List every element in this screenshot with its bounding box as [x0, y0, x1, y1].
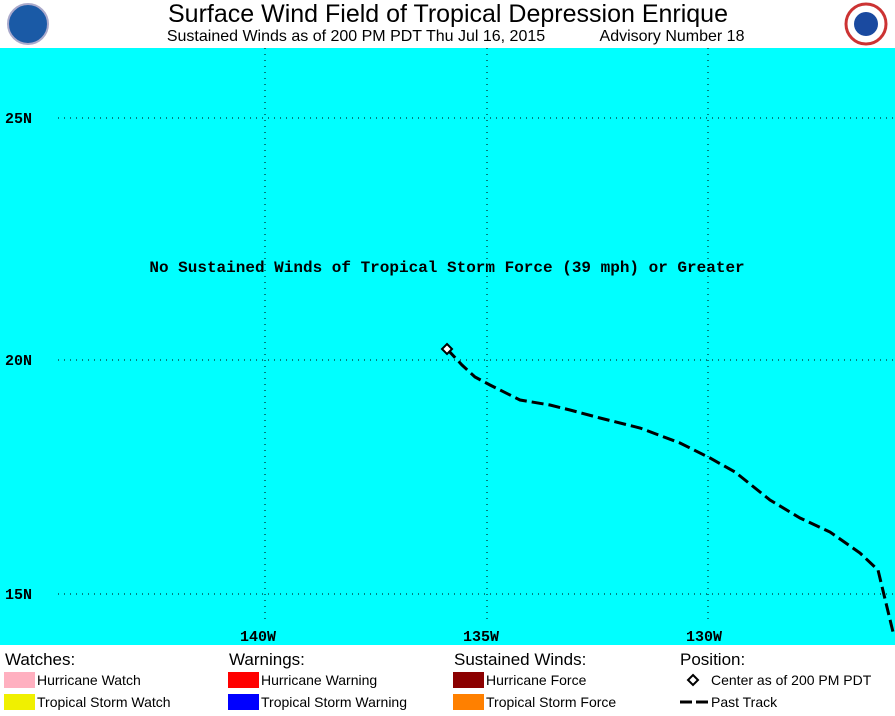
legend-swatch — [228, 672, 259, 688]
legend-label: Hurricane Warning — [261, 672, 377, 688]
legend — [0, 645, 895, 716]
lon-label: 135W — [463, 629, 499, 646]
legend-label: Hurricane Watch — [37, 672, 141, 688]
legend-heading: Warnings: — [229, 650, 305, 669]
legend-heading: Position: — [680, 650, 745, 669]
title: Surface Wind Field of Tropical Depressio… — [168, 0, 728, 28]
noaa-logo — [7, 3, 49, 45]
legend-label: Center as of 200 PM PDT — [711, 672, 872, 688]
lat-label: 15N — [5, 587, 32, 604]
nws-logo-inner — [854, 12, 878, 36]
past-track — [445, 347, 895, 633]
legend-swatch — [453, 694, 484, 710]
legend-swatch — [4, 672, 35, 688]
legend-symbol — [686, 673, 700, 687]
legend-swatch — [453, 672, 484, 688]
center-marker — [440, 342, 454, 356]
legend-swatch — [228, 694, 259, 710]
legend-label: Past Track — [711, 694, 778, 710]
advisory: Advisory Number 18 — [600, 28, 745, 45]
lon-label: 140W — [240, 629, 276, 646]
legend-label: Tropical Storm Watch — [37, 694, 171, 710]
subtitle: Sustained Winds as of 200 PM PDT Thu Jul… — [167, 28, 545, 45]
legend-heading: Watches: — [5, 650, 75, 669]
lat-label: 25N — [5, 111, 32, 128]
lon-label: 130W — [686, 629, 722, 646]
message: No Sustained Winds of Tropical Storm For… — [149, 259, 744, 277]
legend-label: Tropical Storm Warning — [261, 694, 407, 710]
legend-label: Hurricane Force — [486, 672, 587, 688]
legend-heading: Sustained Winds: — [454, 650, 586, 669]
legend-label: Tropical Storm Force — [486, 694, 616, 710]
legend-swatch — [4, 694, 35, 710]
lat-label: 20N — [5, 353, 32, 370]
